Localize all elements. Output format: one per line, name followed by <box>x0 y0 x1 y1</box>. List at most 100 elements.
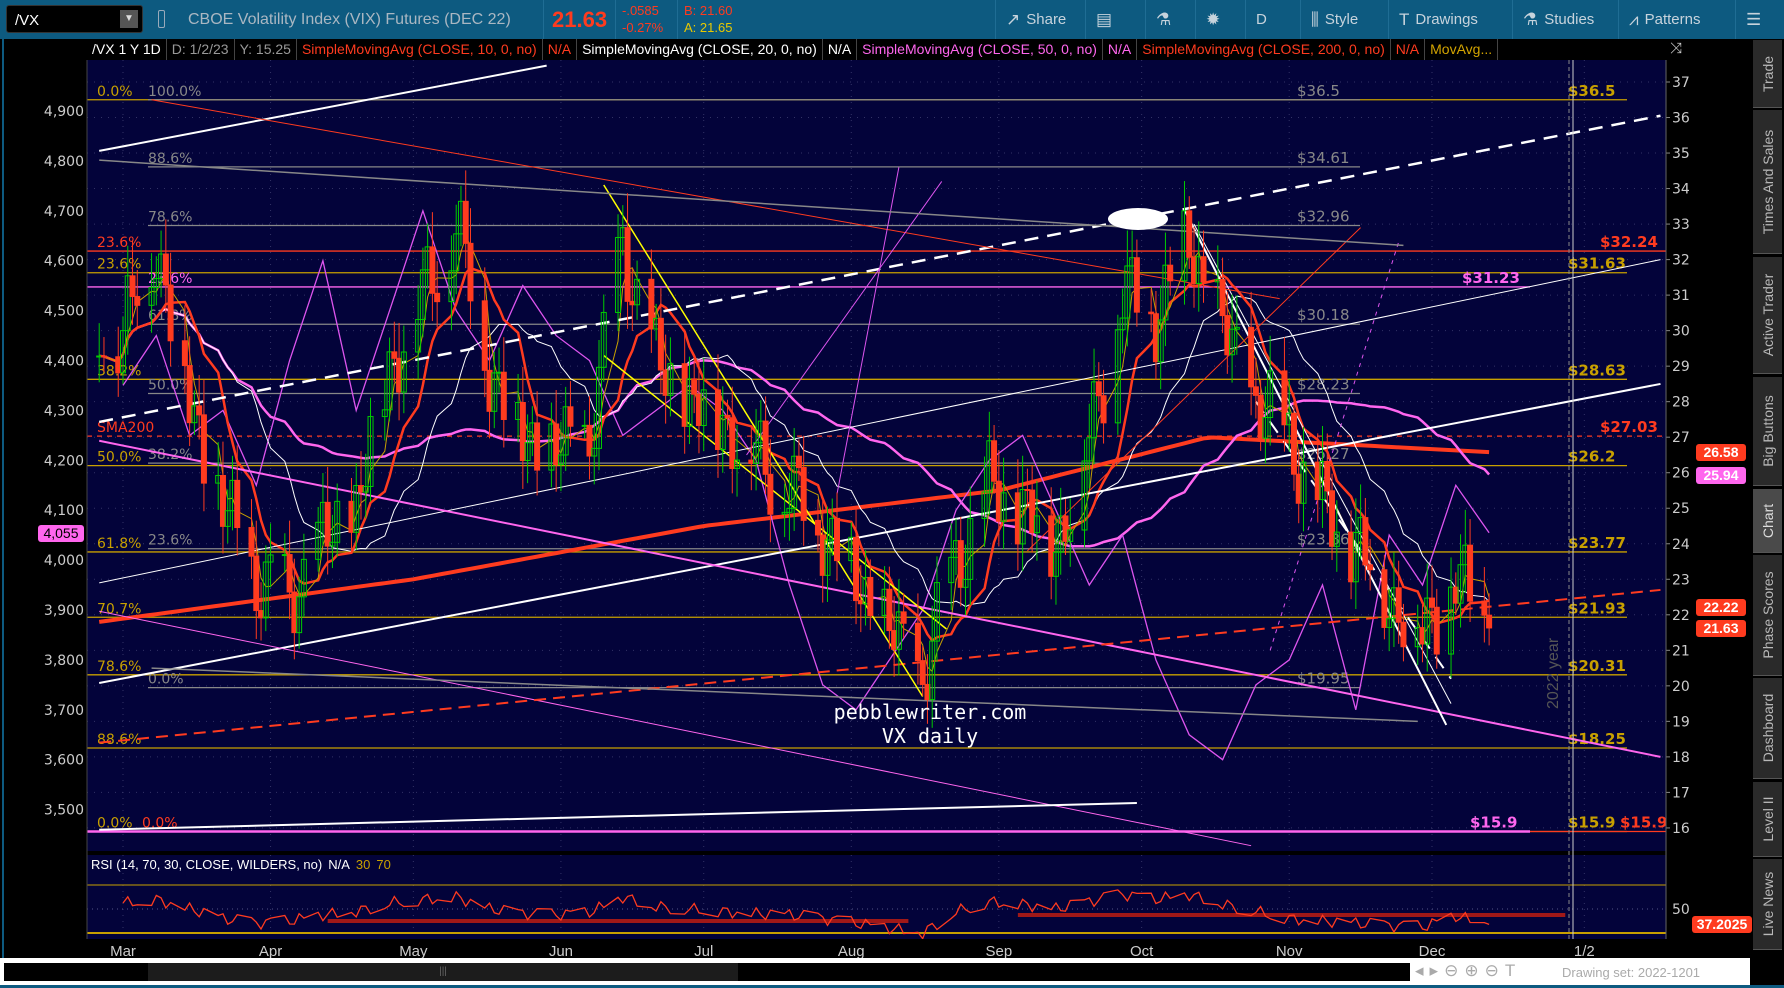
legend-item[interactable]: N/A <box>1391 39 1426 60</box>
net-change: -.0585 -0.27% <box>615 0 669 39</box>
candle-body <box>567 406 574 427</box>
studies-button[interactable]: ⚗ Studies <box>1512 0 1604 39</box>
candle-body <box>120 330 126 374</box>
symbol-selector[interactable]: /VX ▼ <box>6 5 143 33</box>
pan-icon[interactable]: ◂▸ <box>1415 961 1445 980</box>
zoom-out-icon[interactable]: ⊖ <box>1484 961 1505 980</box>
top-toolbar: /VX ▼ CBOE Volatility Index (VIX) Futures… <box>0 0 1784 39</box>
candle-body <box>1424 597 1431 645</box>
share-button[interactable]: ↗ Share <box>995 0 1076 39</box>
sidebar-tab-level-ii[interactable]: Level II <box>1753 782 1782 857</box>
link-icon[interactable] <box>158 10 165 28</box>
flask-button[interactable]: ⚗ <box>1145 0 1181 39</box>
sidebar-tab-chart[interactable]: Chart <box>1753 489 1782 553</box>
patterns-button[interactable]: ⩘ Patterns <box>1618 0 1710 39</box>
chevron-down-icon[interactable]: ▼ <box>120 10 138 28</box>
zoom-controls[interactable]: ◂▸⊖⊕⊖T <box>1415 961 1521 981</box>
button-label: Style <box>1324 11 1359 28</box>
sidebar-tab-times-and-sales[interactable]: Times And Sales <box>1753 110 1782 254</box>
sidebar-tab-big-buttons[interactable]: Big Buttons <box>1753 377 1782 486</box>
candle-body <box>667 363 674 396</box>
expand-collapse-icon[interactable]: ⤨ <box>1670 40 1683 57</box>
candle-body <box>995 480 1002 522</box>
candle-body <box>1333 531 1340 547</box>
right-axis-label: 35 <box>1672 146 1690 162</box>
rsi-panel[interactable]: RSI (14, 70, 30, CLOSE, WILDERS, no) N/A… <box>87 855 1666 939</box>
candle-body <box>1281 370 1288 426</box>
candle-body <box>553 423 560 466</box>
right-axis-label: 26 <box>1672 466 1690 482</box>
sidebar-tab-live-news[interactable]: Live News <box>1753 859 1782 950</box>
price-plot: 0.0%$36.523.6%$31.6338.2%$28.6350.0%$26.… <box>87 60 1667 851</box>
fib-level-label: 88.6% <box>148 151 192 167</box>
candle-body <box>1191 256 1197 284</box>
candle-body <box>948 556 955 584</box>
sma50-line <box>99 307 1491 548</box>
candle-body <box>781 511 788 515</box>
drawings-button[interactable]: T Drawings <box>1388 0 1488 39</box>
left-price-tag: 4,055 <box>38 524 84 542</box>
trendline <box>99 382 1661 684</box>
candle-body <box>762 420 769 475</box>
candle-body <box>153 278 160 288</box>
candle-body <box>719 414 726 450</box>
sidebar-tab-active-trader[interactable]: Active Trader <box>1753 257 1782 374</box>
candle-body <box>1133 257 1140 313</box>
legend-item[interactable]: N/A <box>823 39 858 60</box>
legend-item[interactable]: SimpleMovingAvg (CLOSE, 200, 0, no) <box>1137 39 1391 60</box>
candle-body <box>596 366 602 449</box>
d-button[interactable]: D <box>1245 0 1277 39</box>
sidebar-tab-phase-scores[interactable]: Phase Scores <box>1753 555 1782 676</box>
patterns-icon: ⩘ <box>1629 9 1639 29</box>
drawing-set[interactable]: Drawing set: 2022-1201 <box>1562 965 1701 980</box>
legend-item[interactable]: N/A <box>543 39 578 60</box>
style-button[interactable]: ⫼ Style <box>1300 0 1368 39</box>
rsi-line <box>122 889 1490 939</box>
candle-body <box>691 378 698 395</box>
candle-body <box>1000 492 1007 522</box>
candle-body <box>557 454 564 466</box>
candle-body <box>524 442 531 462</box>
sidebar-tab-trade[interactable]: Trade <box>1753 40 1782 108</box>
candle-body <box>1329 490 1336 547</box>
trendline <box>836 167 900 495</box>
scrollbar-thumb[interactable]: ||| <box>148 963 738 981</box>
gear-button[interactable]: ✹ <box>1195 0 1230 39</box>
legend-item[interactable]: N/A <box>1103 39 1138 60</box>
price-level-label: $28.63 <box>1568 361 1626 379</box>
symbol-text: /VX <box>15 12 40 29</box>
left-axis-label: 3,500 <box>44 803 84 819</box>
legend-item[interactable]: SimpleMovingAvg (CLOSE, 50, 0, no) <box>857 39 1103 60</box>
left-axis-label: 4,800 <box>44 154 84 170</box>
candle-body <box>615 237 622 313</box>
right-axis-label: 16 <box>1672 821 1690 837</box>
candle-body <box>1429 597 1435 608</box>
zoom-reset-icon[interactable]: ⊖ <box>1444 961 1465 980</box>
candle-body <box>1324 460 1331 492</box>
horizontal-scrollbar[interactable]: ||| <box>4 963 1410 981</box>
candle-body <box>267 554 274 563</box>
sidebar-tab-dashboard[interactable]: Dashboard <box>1753 678 1782 779</box>
right-axis-label: 37 <box>1672 75 1690 91</box>
legend-item[interactable]: SimpleMovingAvg (CLOSE, 10, 0, no) <box>297 39 543 60</box>
candle-body <box>1224 315 1231 356</box>
button-label: D <box>1256 11 1267 28</box>
legend-item[interactable]: MovAvg... <box>1425 39 1499 60</box>
left-axis-label: 4,200 <box>44 453 84 469</box>
text-t-icon[interactable]: T <box>1504 961 1522 980</box>
candle-body <box>219 475 226 527</box>
left-axis-label: 4,600 <box>44 254 84 270</box>
candle-body <box>1314 461 1321 501</box>
candle-body <box>248 527 255 557</box>
price-level-label: $15.9 <box>1620 813 1667 831</box>
price-tag: 22.22 <box>1696 598 1746 616</box>
candle-body <box>1352 531 1359 583</box>
price-level-label: $30.18 <box>1297 306 1350 324</box>
candle-body <box>262 561 269 619</box>
candle-body <box>1062 515 1069 542</box>
legend-item[interactable]: SimpleMovingAvg (CLOSE, 20, 0, no) <box>577 39 823 60</box>
zoom-in-icon[interactable]: ⊕ <box>1464 961 1485 980</box>
button-label: Drawings <box>1415 11 1478 28</box>
info-sheet-button[interactable]: ▤ <box>1085 0 1122 39</box>
menu-button[interactable]: ☰ <box>1735 0 1771 39</box>
